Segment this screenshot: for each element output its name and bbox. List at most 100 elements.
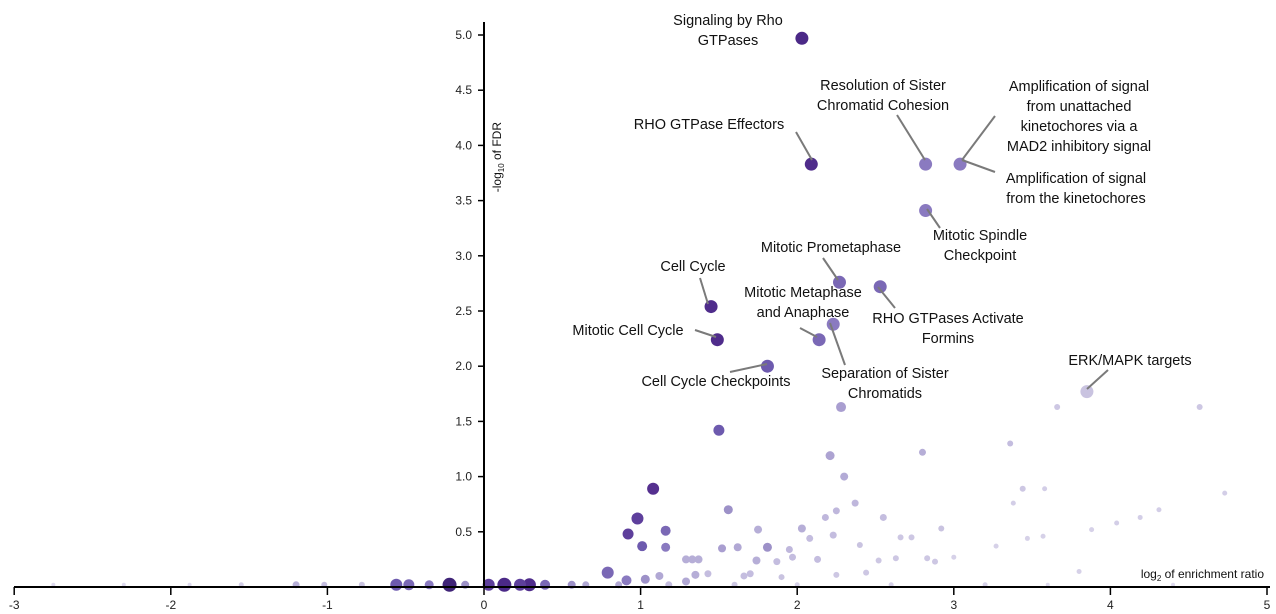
data-point <box>908 534 915 541</box>
data-point <box>51 582 56 587</box>
leader-line <box>829 322 846 366</box>
data-point <box>773 558 781 566</box>
leader-line <box>1086 369 1109 390</box>
data-point <box>1137 514 1143 520</box>
x-axis-title: log2 of enrichment ratio <box>1141 567 1265 583</box>
data-point <box>640 574 650 584</box>
annotation-label: Amplification of signal from the kinetoch… <box>1006 171 1146 207</box>
y-tick-label: 4.5 <box>455 83 472 97</box>
data-point <box>723 505 733 515</box>
labeled-data-point <box>953 157 967 171</box>
data-point <box>442 577 457 592</box>
leader-line <box>926 208 941 229</box>
y-tick-label: 5.0 <box>455 28 472 42</box>
x-tick-label: 4 <box>1107 598 1114 612</box>
data-point <box>918 448 926 456</box>
y-tick-label: 2.0 <box>455 359 472 373</box>
data-point <box>1007 440 1014 447</box>
data-point <box>833 571 840 578</box>
data-point <box>403 579 415 591</box>
data-point <box>829 531 837 539</box>
y-tick-label: 2.5 <box>455 304 472 318</box>
leader-line <box>729 363 768 373</box>
leader-line <box>822 257 839 281</box>
x-tick-label: 5 <box>1264 598 1271 612</box>
data-point <box>682 555 691 564</box>
data-point <box>522 578 536 592</box>
data-point <box>924 555 931 562</box>
y-tick-label: 3.0 <box>455 249 472 263</box>
labeled-data-point <box>804 157 818 171</box>
data-point <box>601 566 614 579</box>
data-point <box>778 574 785 581</box>
data-point <box>514 578 527 591</box>
data-point <box>752 556 761 565</box>
data-point <box>762 542 772 552</box>
annotation-label: Mitotic Cell Cycle <box>572 323 683 339</box>
data-point <box>836 402 847 413</box>
x-tick-label: 1 <box>637 598 644 612</box>
data-point <box>892 555 899 562</box>
labeled-data-point <box>919 157 933 171</box>
data-point <box>875 557 882 564</box>
data-point <box>1040 533 1046 539</box>
data-point <box>655 571 664 580</box>
y-tick-label: 4.0 <box>455 138 472 152</box>
data-point <box>856 542 863 549</box>
data-point <box>785 545 793 553</box>
leader-line <box>699 277 709 305</box>
data-point <box>718 544 727 553</box>
axes <box>14 22 1270 588</box>
annotation-label: Resolution of Sister Chromatid Cohesion <box>817 78 949 114</box>
data-point <box>951 554 957 560</box>
data-point <box>647 482 660 495</box>
leader-line <box>795 131 813 161</box>
data-point <box>932 558 939 565</box>
data-point <box>1054 404 1061 411</box>
data-point <box>993 543 999 549</box>
data-point <box>1222 490 1228 496</box>
annotations: Signaling by Rho GTPases RHO GTPase Effect… <box>572 13 1191 402</box>
data-point <box>187 582 192 587</box>
data-point <box>897 534 904 541</box>
labeled-data-point <box>826 317 840 331</box>
data-point <box>806 534 814 542</box>
data-point <box>740 572 748 580</box>
annotation-label: ERK/MAPK targets <box>1068 353 1191 369</box>
leader-line <box>961 115 996 161</box>
leader-line <box>877 286 896 309</box>
y-axis-title: -log10 of FDR <box>490 122 506 193</box>
data-point <box>704 570 712 578</box>
data-point <box>797 524 806 533</box>
annotation-label: RHO GTPase Effectors <box>634 117 784 133</box>
y-tick-label: 1.0 <box>455 470 472 484</box>
data-point <box>1045 582 1050 587</box>
annotation-label: Separation of Sister Chromatids <box>821 366 949 402</box>
data-point <box>497 577 512 592</box>
ticks: -3 -2 -1 0 1 2 3 4 5 0.5 1.0 1.5 2.0 2.5 3.0 3.5 4.0 4.5 5… <box>9 28 1271 612</box>
data-point <box>814 555 822 563</box>
labeled-data-point <box>795 31 809 45</box>
y-tick-label: 0.5 <box>455 525 472 539</box>
data-point <box>631 512 644 525</box>
y-tick-label: 1.5 <box>455 414 472 428</box>
data-point <box>713 424 725 436</box>
data-point <box>637 541 648 552</box>
data-point <box>688 555 697 564</box>
annotation-label: Mitotic Prometaphase <box>761 240 901 256</box>
y-tick-label: 3.5 <box>455 194 472 208</box>
data-point <box>1042 486 1048 492</box>
leader-lines <box>694 114 1109 390</box>
data-point <box>1171 582 1176 587</box>
data-point <box>879 513 887 521</box>
annotation-label: Mitotic Metaphase and Anaphase <box>744 285 862 321</box>
data-point <box>754 525 763 534</box>
data-point <box>1089 527 1095 533</box>
annotation-label: Signaling by Rho GTPases <box>673 13 783 49</box>
x-tick-label: 2 <box>794 598 801 612</box>
x-tick-label: 0 <box>481 598 488 612</box>
leader-line <box>694 329 717 338</box>
annotation-label: Amplification of signal from unattached ki… <box>1007 79 1151 155</box>
data-point <box>733 543 742 552</box>
